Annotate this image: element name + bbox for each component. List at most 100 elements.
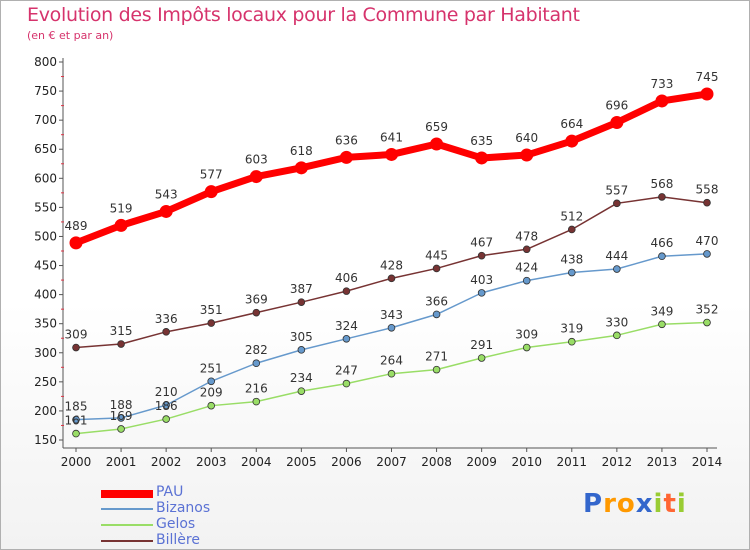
x-tick-label-2008: 2008 xyxy=(421,455,452,469)
x-tick-label-2012: 2012 xyxy=(602,455,633,469)
legend-label-pau: PAU xyxy=(156,484,184,500)
data-label-gelos-2003: 209 xyxy=(200,386,223,400)
data-label-pau-2014: 745 xyxy=(696,70,719,84)
chart-subtitle: (en € et par an) xyxy=(27,29,114,42)
data-label-bill-re-2009: 467 xyxy=(470,236,493,250)
legend-swatch-billere xyxy=(101,540,153,542)
data-label-bill-re-2002: 336 xyxy=(155,312,178,326)
data-point-gelos-2004 xyxy=(252,397,261,406)
data-point-gelos-2003 xyxy=(207,401,216,410)
data-point-bill-re-2012 xyxy=(613,199,621,208)
y-tick-label-800: 800 xyxy=(34,55,57,69)
y-tick-label-350: 350 xyxy=(34,317,57,331)
data-label-gelos-2001: 169 xyxy=(110,409,133,423)
data-label-pau-2000: 489 xyxy=(65,219,88,233)
data-point-bill-re-2000 xyxy=(72,343,80,352)
legend-item-bizanos: Bizanos xyxy=(101,500,301,517)
data-label-gelos-2007: 264 xyxy=(380,354,403,368)
data-point-bill-re-2001 xyxy=(117,340,125,348)
legend-item-gelos: Gelos xyxy=(101,516,301,533)
data-point-pau-2002 xyxy=(159,204,173,218)
data-point-gelos-2008 xyxy=(432,365,441,374)
data-label-bizanos-2012: 444 xyxy=(605,249,628,263)
y-tick-label-400: 400 xyxy=(34,288,57,302)
data-label-pau-2007: 641 xyxy=(380,130,403,144)
data-label-bizanos-2003: 251 xyxy=(200,361,223,375)
x-tick-label-2003: 2003 xyxy=(196,455,227,469)
series-line-pau xyxy=(72,90,711,247)
brand-letter: o xyxy=(616,489,636,519)
data-label-gelos-2010: 309 xyxy=(515,328,538,342)
x-tick-label-2000: 2000 xyxy=(61,455,92,469)
data-point-bizanos-2006 xyxy=(342,335,351,343)
data-point-gelos-2002 xyxy=(162,415,170,423)
data-point-pau-2012 xyxy=(610,115,624,129)
data-point-pau-2013 xyxy=(655,94,669,108)
data-label-bizanos-2009: 403 xyxy=(470,273,493,287)
data-point-bizanos-2014 xyxy=(703,250,711,258)
data-label-gelos-2006: 247 xyxy=(335,364,358,378)
data-label-pau-2013: 733 xyxy=(650,77,673,91)
x-tick-label-2002: 2002 xyxy=(151,455,182,469)
data-label-pau-2006: 636 xyxy=(335,133,358,147)
data-point-bizanos-2005 xyxy=(297,346,306,354)
data-label-bill-re-2014: 558 xyxy=(696,183,719,197)
y-tick-label-650: 650 xyxy=(34,142,57,156)
data-point-bizanos-2013 xyxy=(658,252,666,261)
data-label-pau-2005: 618 xyxy=(290,144,313,158)
data-point-pau-2004 xyxy=(249,170,263,184)
data-point-bizanos-2003 xyxy=(207,377,216,386)
data-label-gelos-2002: 186 xyxy=(155,399,178,413)
data-point-bill-re-2007 xyxy=(387,274,396,283)
data-label-bizanos-2001: 188 xyxy=(110,398,133,412)
brand-logo: Proxiti xyxy=(583,489,687,519)
data-label-gelos-2014: 352 xyxy=(696,303,719,317)
legend-label-billere: Billère xyxy=(156,532,200,548)
data-point-gelos-2009 xyxy=(477,354,486,362)
data-label-pau-2001: 519 xyxy=(110,201,133,215)
data-point-bizanos-2012 xyxy=(613,265,621,273)
data-point-bizanos-2001 xyxy=(117,414,125,422)
legend-label-bizanos: Bizanos xyxy=(156,500,211,516)
data-point-pau-2006 xyxy=(339,150,353,164)
legend: PAU Bizanos Gelos Billère xyxy=(101,484,301,549)
data-point-gelos-2006 xyxy=(342,379,351,388)
data-point-bill-re-2005 xyxy=(297,298,306,306)
data-label-gelos-2005: 234 xyxy=(290,371,313,385)
legend-item-billere: Billère xyxy=(101,532,301,549)
x-tick-label-2014: 2014 xyxy=(692,455,723,469)
data-point-gelos-2013 xyxy=(658,320,666,329)
data-point-bill-re-2002 xyxy=(162,328,170,336)
data-label-bill-re-2012: 557 xyxy=(605,183,628,197)
legend-swatch-gelos xyxy=(101,524,153,526)
y-tick-label-700: 700 xyxy=(34,113,57,127)
data-point-bizanos-2008 xyxy=(432,310,441,319)
x-tick-label-2004: 2004 xyxy=(241,455,272,469)
data-point-bill-re-2014 xyxy=(703,198,711,207)
data-point-bizanos-2010 xyxy=(522,276,531,285)
data-point-bizanos-2011 xyxy=(567,268,576,277)
data-point-bizanos-2007 xyxy=(387,323,396,332)
x-tick-label-2001: 2001 xyxy=(106,455,137,469)
data-label-pau-2009: 635 xyxy=(470,134,493,148)
data-point-gelos-2000 xyxy=(72,429,80,438)
data-label-bizanos-2008: 366 xyxy=(425,294,448,308)
data-point-gelos-2001 xyxy=(117,425,125,433)
data-label-gelos-2011: 319 xyxy=(560,322,583,336)
data-label-pau-2010: 640 xyxy=(515,131,538,145)
data-label-bill-re-2000: 309 xyxy=(65,328,88,342)
data-point-pau-2005 xyxy=(294,161,308,175)
data-label-gelos-2008: 271 xyxy=(425,350,448,364)
data-point-bill-re-2011 xyxy=(567,225,576,234)
data-label-bill-re-2007: 428 xyxy=(380,258,403,272)
brand-letter: r xyxy=(603,489,617,519)
data-label-bill-re-2013: 568 xyxy=(650,177,673,191)
data-point-pau-2008 xyxy=(430,137,444,151)
y-tick-label-500: 500 xyxy=(34,229,57,243)
x-tick-label-2005: 2005 xyxy=(286,455,317,469)
data-point-pau-2001 xyxy=(114,218,128,232)
data-label-bill-re-2010: 478 xyxy=(515,229,538,243)
x-tick-label-2007: 2007 xyxy=(376,455,407,469)
data-label-bill-re-2011: 512 xyxy=(560,209,583,223)
